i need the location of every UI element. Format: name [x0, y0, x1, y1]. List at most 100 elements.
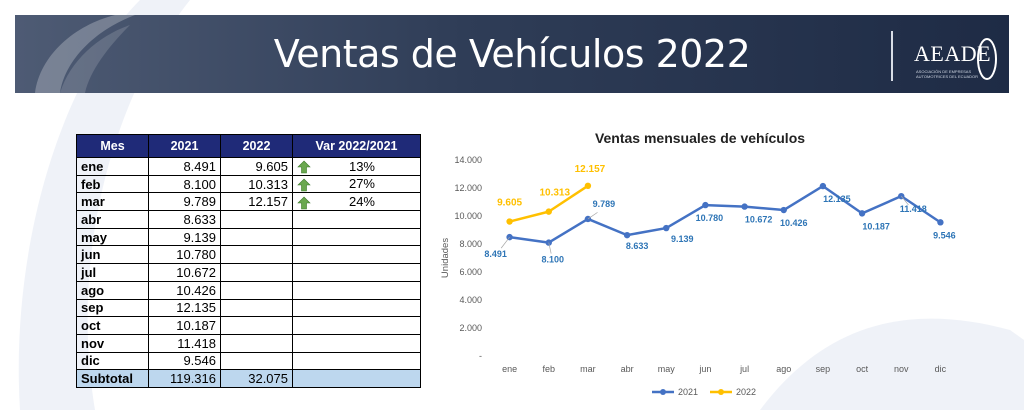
header-mes: Mes — [76, 134, 149, 158]
y-tick-label: 12.000 — [454, 183, 482, 193]
data-label-2021: 9.546 — [933, 230, 956, 240]
row-2021: 12.135 — [148, 298, 221, 318]
table-row: oct 10.187 — [76, 316, 421, 335]
data-label-2022: 12.157 — [575, 164, 606, 175]
label-leader-line — [900, 195, 909, 206]
row-2022 — [220, 227, 293, 247]
y-tick-label: 4.000 — [459, 295, 482, 305]
row-2022: 12.157 — [220, 192, 293, 212]
aeade-logo: AEADE ASOCIACIÓN DE EMPRESAS AUTOMOTRICE… — [912, 33, 1007, 83]
data-point-2022 — [506, 218, 513, 225]
x-tick-label: mar — [580, 364, 596, 374]
row-2022 — [220, 351, 293, 371]
series-line-2021 — [509, 184, 942, 244]
up-arrow-icon — [297, 160, 311, 174]
y-tick-label: 6.000 — [459, 267, 482, 277]
variation-value: 27% — [348, 176, 375, 192]
data-point-2021 — [702, 201, 709, 209]
sales-table: Mes 2021 2022 Var 2022/2021 ene 8.491 9.60… — [76, 134, 421, 388]
x-tick-label: may — [658, 364, 676, 374]
data-point-2022 — [584, 182, 592, 190]
table-row: ene 8.491 9.605 13% — [76, 157, 421, 176]
row-variation — [292, 351, 421, 371]
row-month: jul — [76, 263, 149, 282]
variation-value: 24% — [348, 193, 375, 209]
chart-svg: - 2.000 4.000 6.000 8.000 10.000 12.000 14.000 U… — [440, 155, 956, 397]
row-2022: 9.605 — [220, 157, 293, 176]
data-label-2021: 9.139 — [671, 234, 694, 244]
data-label-2022: 9.605 — [497, 198, 522, 209]
data-label-2021: 12.135 — [823, 194, 851, 204]
table-row: mar 9.789 12.157 24% — [76, 192, 421, 212]
row-month: ene — [76, 157, 149, 176]
row-variation: 13% — [292, 157, 421, 176]
table-row: nov 11.418 — [76, 333, 421, 353]
x-tick-label: abr — [621, 364, 634, 374]
y-tick-label: - — [479, 351, 482, 361]
label-leader-line — [548, 242, 552, 254]
row-month: dic — [76, 351, 149, 371]
table-row: jul 10.672 — [76, 263, 421, 282]
row-month: ago — [76, 280, 149, 300]
subtotal-2021: 119.316 — [148, 369, 221, 388]
row-variation — [292, 280, 421, 300]
row-month: abr — [76, 210, 149, 229]
table-header-row: Mes 2021 2022 Var 2022/2021 — [76, 134, 421, 158]
x-tick-label: dic — [935, 364, 947, 374]
banner-swoosh — [35, 15, 135, 93]
data-label-2021: 8.633 — [626, 241, 649, 251]
row-month: may — [76, 227, 149, 247]
header-banner: Ventas de Vehículos 2022 AEADE ASOCIACIÓ… — [15, 15, 1009, 93]
row-month: jun — [76, 245, 149, 265]
row-2021: 8.491 — [148, 157, 221, 176]
row-2021: 11.418 — [148, 333, 221, 353]
logo-subtext: ASOCIACIÓN DE EMPRESAS AUTOMOTRICES DEL … — [916, 69, 979, 79]
legend-marker-2022 — [718, 389, 724, 395]
data-point-2021 — [937, 219, 944, 226]
table-row: abr 8.633 — [76, 210, 421, 229]
row-month: mar — [76, 192, 149, 212]
data-label-2021: 9.789 — [593, 199, 616, 209]
row-variation — [292, 316, 421, 335]
row-2021: 10.672 — [148, 263, 221, 282]
subtotal-label: Subtotal — [76, 369, 149, 388]
row-variation: 24% — [292, 192, 421, 212]
header-2021: 2021 — [148, 134, 221, 158]
table-row: jun 10.780 — [76, 245, 421, 265]
x-tick-label: ene — [502, 364, 517, 374]
data-label-2021: 10.426 — [780, 218, 808, 228]
table-row: sep 12.135 — [76, 298, 421, 318]
data-point-2021 — [623, 231, 631, 239]
data-point-2021 — [663, 224, 670, 232]
line-chart: Ventas mensuales de vehículos - 2.000 4.00… — [430, 120, 1000, 410]
data-label-2021: 10.672 — [745, 215, 773, 225]
x-tick-label: ago — [776, 364, 791, 374]
variation-value: 13% — [348, 158, 375, 174]
row-month: nov — [76, 333, 149, 353]
banner-divider — [891, 31, 893, 81]
data-label-2021: 8.491 — [484, 249, 507, 259]
row-2021: 9.546 — [148, 351, 221, 371]
up-arrow-icon — [297, 178, 311, 192]
up-arrow-icon — [297, 196, 311, 209]
row-month: sep — [76, 298, 149, 318]
table-row: ago 10.426 — [76, 280, 421, 300]
row-variation — [292, 298, 421, 318]
row-2022 — [220, 316, 293, 335]
x-tick-label: jun — [698, 364, 711, 374]
x-tick-label: jul — [739, 364, 749, 374]
legend-marker-2021 — [660, 389, 666, 395]
data-label-2021: 10.187 — [862, 221, 890, 231]
row-2022 — [220, 280, 293, 300]
page-title: Ventas de Vehículos 2022 — [273, 32, 751, 76]
logo-swoosh-icon — [977, 38, 997, 80]
row-2021: 8.100 — [148, 174, 221, 194]
data-label-2022: 10.313 — [539, 188, 570, 199]
data-point-2021 — [819, 182, 827, 190]
x-tick-label: feb — [542, 364, 555, 374]
row-2021: 8.633 — [148, 210, 221, 229]
row-variation — [292, 333, 421, 353]
data-point-2022 — [545, 208, 552, 215]
subtotal-var — [292, 369, 421, 388]
x-tick-label: nov — [894, 364, 909, 374]
